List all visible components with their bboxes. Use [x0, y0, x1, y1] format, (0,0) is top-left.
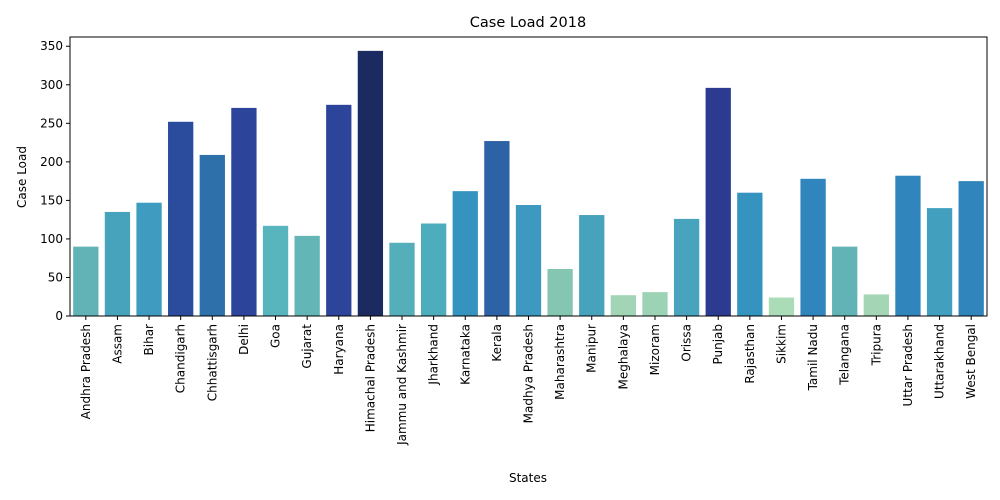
x-tick-label: Karnataka	[458, 324, 472, 385]
bar	[326, 104, 352, 316]
bar	[863, 294, 889, 316]
y-tick-label: 200	[40, 155, 63, 169]
bar	[104, 211, 131, 316]
bar	[452, 191, 478, 316]
bar	[673, 218, 700, 316]
x-tick-label: Rajasthan	[743, 324, 757, 384]
bar	[136, 202, 162, 316]
bar	[579, 215, 605, 316]
y-tick-label: 100	[40, 232, 63, 246]
y-tick-label: 50	[48, 270, 63, 284]
y-axis: 0 50 100 150 200 250 300 350	[40, 39, 70, 323]
bar	[168, 121, 194, 316]
x-tick-label: Uttar Pradesh	[901, 324, 915, 406]
x-tick-label: Jharkhand	[427, 324, 441, 386]
bar	[357, 50, 384, 317]
plot-frame	[69, 36, 988, 317]
y-tick-label: 250	[40, 116, 63, 130]
bar	[73, 246, 99, 316]
bar	[895, 175, 921, 316]
x-tick-label: Uttarakhand	[933, 324, 947, 399]
x-tick-label: Himachal Pradesh	[363, 324, 377, 432]
bar	[484, 141, 510, 316]
x-tick-label: Gujarat	[300, 324, 314, 369]
x-tick-label: Tamil Nadu	[806, 324, 820, 391]
y-tick-label: 150	[40, 193, 63, 207]
x-tick-label: Mizoram	[648, 324, 662, 375]
x-tick-label: Goa	[269, 324, 283, 348]
bar	[199, 154, 225, 316]
x-tick-label: West Bengal	[964, 324, 978, 399]
bar	[768, 297, 795, 316]
bars-group	[73, 50, 984, 317]
x-tick-label: Manipur	[585, 324, 599, 373]
x-axis: Andhra Pradesh Assam Bihar Chandigarh Chhatt…	[79, 316, 978, 446]
x-tick-label: Delhi	[237, 324, 251, 355]
bar	[610, 295, 637, 316]
x-axis-label: States	[509, 471, 547, 485]
bar	[642, 292, 668, 316]
bar	[705, 87, 731, 316]
bar	[737, 192, 763, 316]
bar	[832, 246, 858, 316]
y-tick-label: 0	[55, 309, 63, 323]
x-tick-label: Maharashtra	[553, 324, 567, 400]
x-tick-label: Jammu and Kashmir	[395, 324, 409, 446]
x-tick-label: Sikkim	[774, 324, 788, 364]
bar	[262, 225, 289, 316]
x-tick-label: Chhattisgarh	[205, 324, 219, 401]
x-tick-label: Tripura	[869, 324, 883, 366]
x-tick-label: Telangana	[838, 324, 852, 386]
chart-title: Case Load 2018	[470, 15, 586, 31]
x-tick-label: Kerala	[490, 324, 504, 362]
bar	[231, 107, 257, 317]
y-tick-label: 300	[40, 78, 63, 92]
x-tick-label: Madhya Pradesh	[522, 324, 536, 423]
x-tick-label: Assam	[110, 324, 124, 364]
y-axis-label: Case Load	[15, 146, 29, 208]
bar	[926, 208, 953, 316]
bar	[547, 268, 573, 316]
x-tick-label: Bihar	[142, 324, 156, 356]
x-tick-label: Meghalaya	[616, 324, 630, 389]
bar	[294, 235, 320, 316]
x-tick-label: Orissa	[680, 324, 694, 362]
y-tick-label: 350	[40, 39, 63, 53]
bar	[420, 223, 447, 316]
bar	[800, 178, 826, 316]
x-tick-label: Haryana	[332, 324, 346, 375]
bar	[958, 181, 984, 316]
x-tick-label: Punjab	[711, 324, 725, 365]
bar	[515, 205, 542, 316]
x-tick-label: Andhra Pradesh	[79, 324, 93, 419]
bar	[389, 242, 415, 316]
x-tick-label: Chandigarh	[174, 324, 188, 393]
